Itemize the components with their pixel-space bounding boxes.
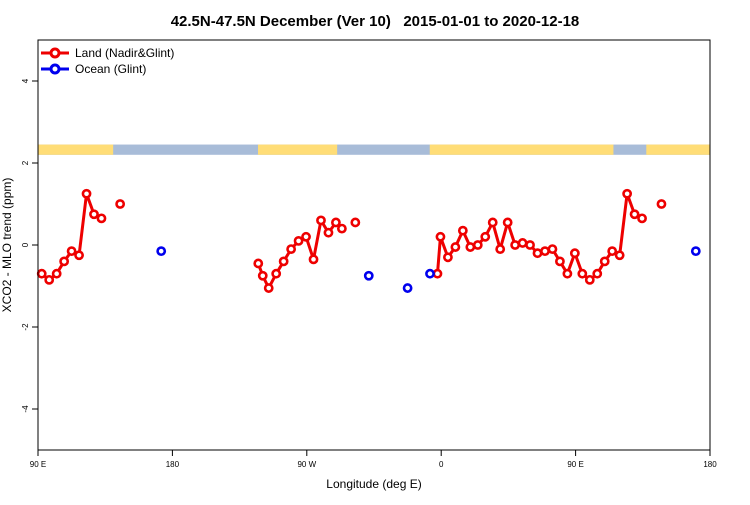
land-mask-segment <box>646 144 711 155</box>
x-tick-label: 180 <box>703 460 717 469</box>
ocean-data-point <box>402 283 413 293</box>
land-data-point <box>584 274 595 285</box>
land-mask-segment <box>258 144 338 155</box>
land-data-point <box>293 235 304 246</box>
land-data-point <box>36 268 47 279</box>
x-tick-label: 0 <box>439 460 444 469</box>
y-axis-label: XCO2 - MLO trend (ppm) <box>0 178 14 313</box>
land-data-point <box>435 231 446 242</box>
land-data-point <box>614 250 625 261</box>
land-data-point <box>525 240 535 250</box>
land-data-point <box>308 254 319 265</box>
land-data-point <box>263 283 274 293</box>
ocean-data-point <box>156 246 167 257</box>
land-data-point <box>96 213 107 224</box>
land-data-point <box>89 209 99 220</box>
land-data-point <box>74 250 84 261</box>
land-series-line <box>40 192 103 282</box>
ocean-data-point <box>425 268 435 279</box>
ocean-mask-band <box>38 144 710 155</box>
x-tick-label: 90 E <box>567 460 583 469</box>
land-data-point <box>432 268 443 279</box>
plot-frame <box>37 39 711 451</box>
chart-title: 42.5N-47.5N December (Ver 10) 2015-01-01… <box>171 13 580 30</box>
land-data-point <box>350 217 361 228</box>
legend-label-land: Land (Nadir&Glint) <box>75 46 174 60</box>
land-data-point <box>495 244 506 254</box>
land-data-point <box>547 244 558 254</box>
land-data-point <box>286 244 297 254</box>
land-mask-segment <box>38 144 114 155</box>
land-series-line <box>435 192 643 282</box>
land-data-point <box>562 268 573 279</box>
land-data-point <box>592 268 603 279</box>
land-ocean-mask <box>38 144 711 155</box>
land-data-point <box>510 240 521 250</box>
land-data-point <box>257 270 268 281</box>
y-tick-label: 4 <box>21 78 30 83</box>
land-data-point <box>51 268 62 279</box>
land-data-point <box>271 268 282 279</box>
series-layer <box>36 188 701 293</box>
y-tick-label: 0 <box>21 242 30 247</box>
land-data-point <box>465 242 476 252</box>
land-data-point <box>532 248 543 259</box>
ocean-data-point <box>363 270 374 281</box>
land-data-point <box>472 240 483 250</box>
land-data-point <box>301 231 311 242</box>
land-data-point <box>569 248 580 259</box>
y-tick-label: -2 <box>21 323 30 331</box>
land-data-point <box>336 223 347 234</box>
land-data-point <box>66 246 77 257</box>
land-data-point <box>656 199 667 209</box>
land-data-point <box>629 209 640 220</box>
x-tick-label: 90 E <box>30 460 46 469</box>
legend-marker-land <box>49 47 61 59</box>
land-data-point <box>278 256 289 267</box>
legend-label-ocean: Ocean (Glint) <box>75 62 146 76</box>
y-tick-label: 2 <box>21 160 30 165</box>
land-data-point <box>577 268 588 279</box>
x-tick-label: 90 W <box>297 460 316 469</box>
land-data-point <box>59 256 70 267</box>
land-data-point <box>115 199 126 209</box>
land-data-point <box>487 217 498 228</box>
land-data-point <box>599 256 610 267</box>
axes: 90 E 180 90 W 0 90 E 180 -4 -2 0 2 4 <box>21 78 717 469</box>
land-data-point <box>457 225 468 236</box>
land-data-point <box>555 256 565 267</box>
land-data-point <box>44 274 55 285</box>
land-data-point <box>607 246 618 257</box>
x-axis-label: Longitude (deg E) <box>326 477 421 491</box>
legend-marker-ocean <box>49 63 61 75</box>
land-data-point <box>517 238 528 248</box>
y-tick-label: -4 <box>21 405 30 413</box>
land-data-point <box>622 188 633 199</box>
land-data-point <box>253 258 264 269</box>
land-data-point <box>450 242 461 252</box>
land-data-point <box>637 213 647 224</box>
x-tick-label: 180 <box>166 460 180 469</box>
land-data-point <box>540 246 550 257</box>
legend: Land (Nadir&Glint) Ocean (Glint) <box>41 46 174 76</box>
land-data-point <box>81 188 92 199</box>
land-data-point <box>480 231 491 242</box>
land-data-point <box>323 227 334 238</box>
land-data-point <box>316 215 326 226</box>
land-mask-segment <box>429 144 614 155</box>
ocean-data-point <box>690 246 701 257</box>
land-data-point <box>443 252 453 263</box>
land-data-point <box>502 217 513 228</box>
land-data-point <box>331 217 341 228</box>
